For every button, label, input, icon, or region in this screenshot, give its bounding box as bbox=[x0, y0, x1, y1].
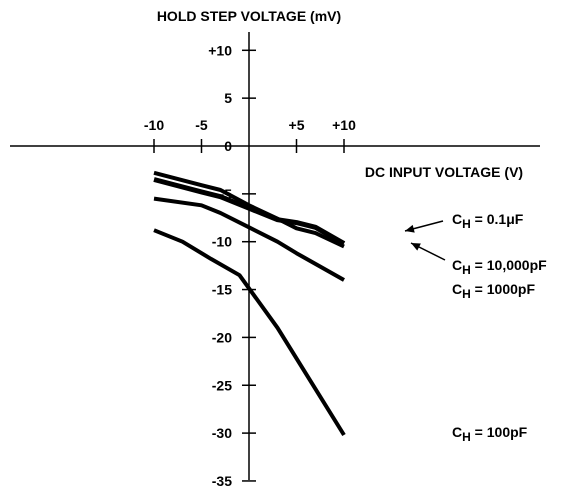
series-label: CH = 100pF bbox=[452, 424, 528, 444]
y-tick-label: -35 bbox=[212, 473, 232, 489]
series-labels: CH = 0.1μF CH = 10,000pF CH = 1000pF CH = 1… bbox=[404, 211, 547, 444]
series-line bbox=[153, 170, 345, 249]
x-tick-label: +5 bbox=[289, 117, 305, 133]
y-tick-label: -10 bbox=[212, 234, 232, 250]
series-line bbox=[153, 228, 346, 437]
y-tick-label: 5 bbox=[224, 90, 232, 106]
x-tick-label: -10 bbox=[144, 117, 164, 133]
y-axis-title: HOLD STEP VOLTAGE (mV) bbox=[157, 8, 341, 24]
x-tick-label: +10 bbox=[332, 117, 356, 133]
y-tick-label: 0 bbox=[224, 138, 232, 154]
series-label: CH = 1000pF bbox=[452, 281, 535, 301]
series-label: CH = 10,000pF bbox=[452, 257, 547, 277]
series-label: CH = 0.1μF bbox=[452, 211, 524, 231]
x-axis-title: DC INPUT VOLTAGE (V) bbox=[365, 164, 523, 180]
y-tick-label: +10 bbox=[208, 42, 232, 58]
data-series bbox=[153, 170, 346, 437]
x-tick-label: -5 bbox=[195, 117, 208, 133]
y-tick-label: -20 bbox=[212, 329, 232, 345]
axes bbox=[10, 32, 540, 480]
y-tick-label: -15 bbox=[212, 282, 232, 298]
y-tick-label: -30 bbox=[212, 425, 232, 441]
series-line bbox=[153, 196, 345, 282]
leader-arrowhead bbox=[405, 224, 415, 233]
leader-arrowhead bbox=[411, 243, 421, 251]
y-tick-label: -25 bbox=[212, 377, 232, 393]
